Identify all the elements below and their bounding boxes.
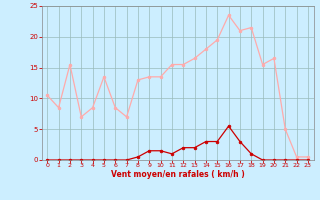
X-axis label: Vent moyen/en rafales ( km/h ): Vent moyen/en rafales ( km/h ): [111, 170, 244, 179]
